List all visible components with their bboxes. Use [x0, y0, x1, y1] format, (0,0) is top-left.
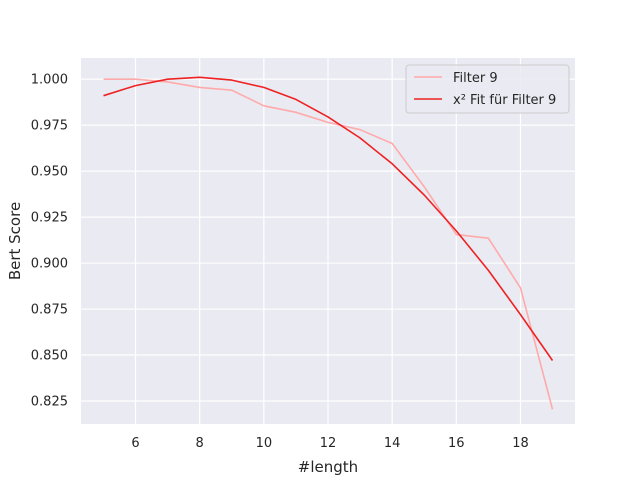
legend-label-1: x² Fit für Filter 9	[453, 93, 556, 108]
legend-box	[405, 64, 570, 114]
x-tick-label: 10	[256, 436, 273, 451]
x-tick-label: 8	[196, 436, 204, 451]
grid	[81, 58, 575, 424]
x-tick-label: 6	[131, 436, 139, 451]
y-tick-label: 0.925	[31, 211, 68, 226]
y-axis-label: Bert Score	[6, 202, 24, 280]
y-tick-label: 1.000	[31, 73, 68, 88]
y-tick-label: 0.825	[31, 395, 68, 410]
series-layer	[103, 76, 554, 410]
tick-labels: 6 8 10 12 14 16 18 0.825 0.850 0.875 0.900 0.925 0.9…	[31, 73, 529, 451]
x-tick-label: 14	[384, 436, 401, 451]
y-tick-label: 0.975	[31, 119, 68, 134]
y-tick-label: 0.875	[31, 303, 68, 318]
x-tick-label: 18	[512, 436, 529, 451]
series-line-0	[103, 78, 554, 410]
legend-label-0: Filter 9	[453, 71, 498, 86]
y-tick-label: 0.850	[31, 349, 68, 364]
x-axis-label: #length	[298, 458, 358, 476]
y-tick-label: 0.900	[31, 257, 68, 272]
y-tick-label: 0.950	[31, 165, 68, 180]
x-tick-label: 16	[448, 436, 465, 451]
series-line-1	[103, 76, 554, 361]
legend: Filter 9 x² Fit für Filter 9	[405, 64, 570, 114]
x-tick-label: 12	[320, 436, 337, 451]
